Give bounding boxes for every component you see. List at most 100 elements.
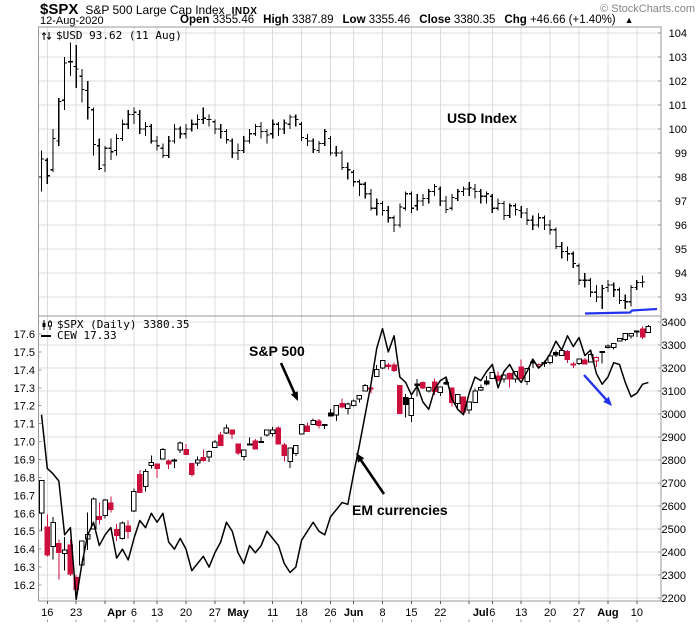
usd-axis-tick-label: 93 bbox=[675, 292, 687, 304]
spx-candle-body bbox=[345, 403, 351, 409]
cew-axis-tick-label: 16.5 bbox=[14, 526, 35, 538]
spx-axis-tick-label: 2300 bbox=[662, 570, 686, 582]
spx-candle-body bbox=[217, 434, 224, 447]
header-title-row: $SPX S&P 500 Large Cap Index INDX bbox=[40, 1, 257, 18]
spx-candle-body bbox=[593, 356, 600, 362]
cew-axis-tick-label: 17.4 bbox=[14, 365, 35, 377]
spx-legend-text: $SPX (Daily) 3380.35 bbox=[57, 318, 190, 331]
spx-candle-body bbox=[639, 328, 646, 338]
em-currencies-arrow-head bbox=[356, 453, 365, 463]
spx-candle-body bbox=[368, 387, 374, 390]
usd-legend: $USD 93.62 (11 Aug) bbox=[41, 29, 182, 42]
updown-arrows-icon bbox=[41, 31, 52, 40]
spx-candle-body bbox=[113, 528, 120, 537]
spx-candle-body bbox=[275, 427, 282, 445]
spx-candle-body bbox=[177, 442, 183, 451]
spx-candle-body bbox=[50, 521, 56, 547]
x-axis-label: 23 bbox=[70, 607, 82, 619]
bottom-panel-border bbox=[38, 315, 662, 602]
candlestick-icon bbox=[42, 319, 52, 330]
usd-axis-tick-label: 96 bbox=[675, 220, 687, 232]
quote-high: High 3387.89 bbox=[263, 14, 333, 26]
x-axis-label: May bbox=[227, 607, 249, 619]
spx-candle-body bbox=[472, 390, 478, 403]
spx-candle-body bbox=[391, 364, 397, 371]
cew-axis-tick-label: 17.0 bbox=[14, 437, 35, 449]
x-axis-label: Jul bbox=[473, 607, 489, 619]
x-axis-label: 20 bbox=[180, 607, 192, 619]
usd-axis-tick-label: 94 bbox=[675, 268, 687, 280]
spx-candle-body bbox=[478, 386, 484, 391]
cew-axis-tick-label: 16.2 bbox=[14, 580, 35, 592]
spx-candle-body bbox=[61, 549, 68, 555]
quote-row: Open 3355.46 High 3387.89 Low 3355.46 Cl… bbox=[180, 14, 634, 26]
usd-axis-tick-label: 103 bbox=[669, 52, 687, 64]
spx-candle-body bbox=[252, 440, 259, 450]
spx-candle-body bbox=[437, 386, 444, 393]
chart-date: 12-Aug-2020 bbox=[40, 15, 104, 27]
spx-axis-tick-label: 3300 bbox=[662, 340, 686, 352]
quote-low: Low 3355.46 bbox=[343, 14, 411, 26]
open-value: 3355.46 bbox=[212, 14, 255, 26]
copyright: © StockCharts.com bbox=[600, 3, 695, 15]
spx-candle-body bbox=[108, 502, 114, 510]
quote-open: Open 3355.46 bbox=[180, 14, 254, 26]
spx-axis-tick-label: 2700 bbox=[662, 478, 686, 490]
spx-candle-body bbox=[223, 427, 230, 434]
cew-axis-tick-label: 16.8 bbox=[14, 472, 35, 484]
x-axis-label: Aug bbox=[597, 607, 618, 619]
cew-line bbox=[40, 327, 649, 601]
sp500-annotation: S&P 500 bbox=[249, 343, 305, 359]
usd-support-line bbox=[584, 307, 658, 315]
spx-candle-body bbox=[466, 401, 472, 411]
ticker-symbol: $SPX bbox=[40, 1, 79, 18]
spx-candle-body bbox=[402, 397, 409, 406]
spx-candle-body bbox=[426, 387, 432, 392]
spx-axis-tick-label: 3400 bbox=[662, 317, 686, 329]
cew-axis-tick-label: 16.7 bbox=[14, 490, 35, 502]
cew-axis-tick-label: 17.2 bbox=[14, 401, 35, 413]
spx-axis-tick-label: 2200 bbox=[662, 593, 686, 605]
x-axis-label: 27 bbox=[573, 607, 585, 619]
cew-axis-tick-label: 16.4 bbox=[14, 544, 35, 556]
cew-legend: CEW 17.33 bbox=[41, 329, 117, 342]
spx-candle-body bbox=[634, 330, 640, 333]
spx-candle-body bbox=[449, 387, 455, 403]
spx-candle-body bbox=[119, 522, 126, 540]
spx-axis-tick-label: 2500 bbox=[662, 524, 686, 536]
x-axis-label: 22 bbox=[434, 607, 446, 619]
spx-candle-body bbox=[622, 333, 629, 340]
spx-candle-body bbox=[350, 400, 357, 406]
spx-candle-body bbox=[616, 338, 623, 342]
low-value: 3355.46 bbox=[368, 14, 411, 26]
spx-candle-body bbox=[605, 345, 611, 349]
spx-candle-body bbox=[293, 444, 299, 454]
spx-candle-body bbox=[171, 459, 178, 462]
spx-candle-body bbox=[148, 461, 155, 467]
x-axis-label: 10 bbox=[631, 607, 643, 619]
cew-axis-tick-label: 17.6 bbox=[14, 329, 35, 341]
x-axis-label: 8 bbox=[379, 607, 385, 619]
line-series-icon bbox=[41, 334, 51, 337]
spx-axis-tick-label: 3000 bbox=[662, 409, 686, 421]
spx-axis-tick-label: 3200 bbox=[662, 363, 686, 375]
usd-axis-tick-label: 95 bbox=[675, 244, 687, 256]
spx-candle-body bbox=[56, 543, 62, 553]
spx-candle-body bbox=[137, 473, 143, 493]
x-axis-label: 6 bbox=[131, 607, 137, 619]
usd-legend-text: $USD 93.62 (11 Aug) bbox=[56, 29, 182, 42]
spx-candle-body bbox=[160, 448, 166, 460]
spx-candle-body bbox=[576, 358, 582, 365]
cew-legend-text: CEW 17.33 bbox=[57, 329, 117, 342]
spx-candle-body bbox=[414, 383, 420, 386]
spx-candle-body bbox=[96, 515, 103, 521]
usd-axis-tick-label: 102 bbox=[669, 76, 687, 88]
quote-change: Chg +46.66 (+1.40%) bbox=[504, 14, 615, 26]
spx-candle-body bbox=[483, 380, 490, 385]
spx-candle-body bbox=[304, 425, 311, 433]
cew-axis-tick-label: 16.3 bbox=[14, 562, 35, 574]
usd-axis-tick-label: 98 bbox=[675, 172, 687, 184]
spx-candle-body bbox=[90, 498, 97, 530]
spx-axis-tick-label: 2800 bbox=[662, 455, 686, 467]
